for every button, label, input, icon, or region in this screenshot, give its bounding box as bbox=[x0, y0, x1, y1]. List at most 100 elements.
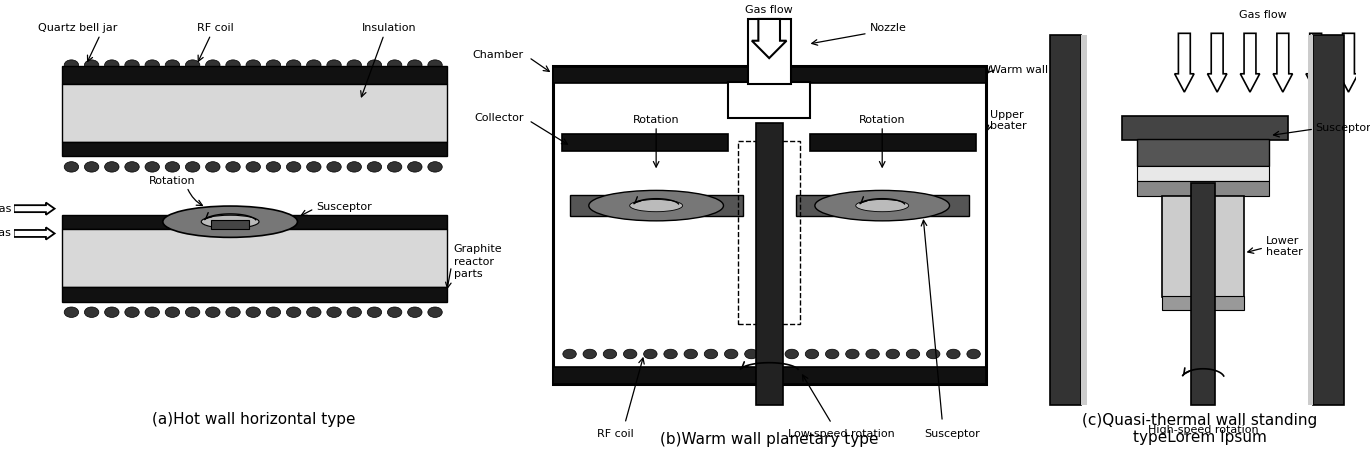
Ellipse shape bbox=[307, 307, 321, 317]
Ellipse shape bbox=[206, 307, 221, 317]
FancyArrow shape bbox=[14, 202, 55, 215]
Ellipse shape bbox=[367, 60, 382, 71]
Ellipse shape bbox=[347, 162, 362, 172]
Ellipse shape bbox=[125, 60, 140, 71]
Ellipse shape bbox=[408, 307, 422, 317]
Ellipse shape bbox=[388, 60, 401, 71]
Ellipse shape bbox=[185, 162, 200, 172]
Text: Lower
heater: Lower heater bbox=[1266, 236, 1303, 257]
Bar bbox=[62, 288, 447, 302]
Ellipse shape bbox=[206, 60, 221, 71]
Text: Process gas: Process gas bbox=[0, 204, 11, 214]
Ellipse shape bbox=[266, 60, 281, 71]
Text: High-speed rotation: High-speed rotation bbox=[1148, 425, 1259, 435]
Ellipse shape bbox=[185, 60, 200, 71]
Ellipse shape bbox=[704, 349, 718, 359]
Ellipse shape bbox=[725, 349, 738, 359]
Ellipse shape bbox=[226, 307, 240, 317]
Ellipse shape bbox=[563, 349, 577, 359]
Ellipse shape bbox=[866, 349, 880, 359]
Ellipse shape bbox=[584, 349, 596, 359]
Ellipse shape bbox=[104, 162, 119, 172]
FancyArrow shape bbox=[1207, 33, 1228, 92]
Text: Susceptor: Susceptor bbox=[925, 429, 980, 439]
Text: Warm wall: Warm wall bbox=[991, 65, 1048, 75]
Text: Gas flow: Gas flow bbox=[745, 5, 793, 15]
Ellipse shape bbox=[623, 349, 637, 359]
Bar bbox=[1314, 36, 1344, 405]
Bar bbox=[1192, 184, 1215, 405]
Ellipse shape bbox=[266, 162, 281, 172]
FancyArrow shape bbox=[752, 19, 786, 58]
Ellipse shape bbox=[185, 307, 200, 317]
Text: Insulation: Insulation bbox=[362, 23, 416, 33]
Text: Rotation gas: Rotation gas bbox=[0, 229, 11, 239]
Ellipse shape bbox=[906, 349, 919, 359]
Bar bbox=[1122, 116, 1288, 140]
Ellipse shape bbox=[427, 60, 443, 71]
Ellipse shape bbox=[630, 200, 682, 212]
Ellipse shape bbox=[104, 60, 119, 71]
Ellipse shape bbox=[206, 162, 221, 172]
Ellipse shape bbox=[145, 162, 159, 172]
Ellipse shape bbox=[163, 206, 297, 237]
Text: Chamber: Chamber bbox=[473, 50, 523, 60]
FancyArrow shape bbox=[1240, 33, 1259, 92]
Bar bbox=[748, 19, 790, 84]
Bar bbox=[1049, 36, 1081, 405]
Ellipse shape bbox=[684, 349, 697, 359]
Text: Nozzle: Nozzle bbox=[870, 23, 907, 33]
Ellipse shape bbox=[347, 60, 362, 71]
Text: Rotation: Rotation bbox=[633, 114, 680, 125]
Bar bbox=[211, 219, 249, 229]
Text: RF coil: RF coil bbox=[597, 429, 634, 439]
Text: Susceptor: Susceptor bbox=[316, 202, 373, 213]
Bar bbox=[552, 66, 985, 384]
Ellipse shape bbox=[806, 349, 819, 359]
FancyArrow shape bbox=[1338, 33, 1358, 92]
Ellipse shape bbox=[247, 60, 260, 71]
Bar bbox=[1081, 36, 1086, 405]
Ellipse shape bbox=[247, 162, 260, 172]
Ellipse shape bbox=[408, 60, 422, 71]
Ellipse shape bbox=[785, 349, 799, 359]
Ellipse shape bbox=[247, 307, 260, 317]
Ellipse shape bbox=[926, 349, 940, 359]
Bar bbox=[729, 82, 810, 118]
Text: RF coil: RF coil bbox=[197, 23, 234, 33]
Ellipse shape bbox=[856, 200, 908, 212]
Ellipse shape bbox=[327, 307, 341, 317]
Text: Graphite
reactor
parts: Graphite reactor parts bbox=[453, 245, 503, 279]
Bar bbox=[1307, 36, 1314, 405]
FancyArrow shape bbox=[1306, 33, 1325, 92]
Ellipse shape bbox=[286, 307, 301, 317]
Bar bbox=[796, 195, 969, 216]
Ellipse shape bbox=[85, 162, 99, 172]
Bar bbox=[1137, 166, 1269, 181]
Text: Collector: Collector bbox=[474, 113, 523, 123]
Ellipse shape bbox=[367, 307, 382, 317]
Bar bbox=[570, 195, 743, 216]
Ellipse shape bbox=[104, 307, 119, 317]
Ellipse shape bbox=[967, 349, 981, 359]
Ellipse shape bbox=[327, 60, 341, 71]
Ellipse shape bbox=[427, 307, 443, 317]
Ellipse shape bbox=[64, 162, 78, 172]
Text: Rotation: Rotation bbox=[149, 175, 196, 185]
Ellipse shape bbox=[745, 349, 758, 359]
Bar bbox=[62, 215, 447, 229]
Bar bbox=[62, 229, 447, 287]
Ellipse shape bbox=[166, 307, 179, 317]
Ellipse shape bbox=[64, 60, 78, 71]
Text: (a)Hot wall horizontal type: (a)Hot wall horizontal type bbox=[152, 412, 356, 427]
Bar bbox=[738, 141, 800, 323]
FancyArrow shape bbox=[1174, 33, 1195, 92]
Bar bbox=[1163, 296, 1244, 311]
Ellipse shape bbox=[589, 191, 723, 221]
Ellipse shape bbox=[85, 60, 99, 71]
Ellipse shape bbox=[845, 349, 859, 359]
Ellipse shape bbox=[125, 307, 140, 317]
Ellipse shape bbox=[307, 162, 321, 172]
Text: Susceptor: Susceptor bbox=[1315, 123, 1370, 133]
Text: Gas flow: Gas flow bbox=[1238, 10, 1286, 20]
